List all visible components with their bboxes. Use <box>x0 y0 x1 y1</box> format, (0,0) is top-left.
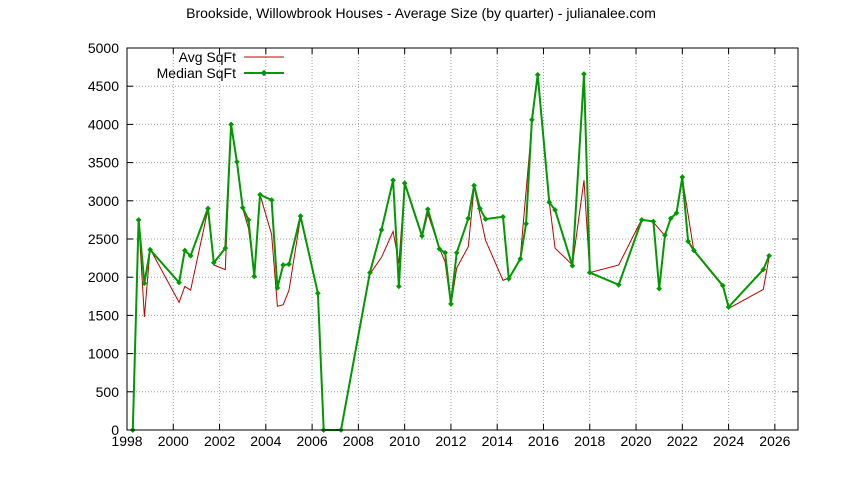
x-tick-label: 2000 <box>158 433 189 449</box>
data-point-median <box>268 197 275 203</box>
data-point-median <box>615 281 622 288</box>
x-tick-label: 2010 <box>389 433 420 449</box>
x-tick-label: 2012 <box>435 433 466 449</box>
y-tick-label: 2500 <box>88 231 119 247</box>
data-point-median <box>147 246 154 253</box>
data-point-median <box>534 71 541 78</box>
y-tick-label: 1500 <box>88 307 119 323</box>
data-point-median <box>679 174 686 181</box>
data-point-median <box>245 216 252 223</box>
data-point-median <box>442 249 449 256</box>
data-point-median <box>390 177 397 184</box>
data-point-median <box>222 245 229 252</box>
data-point-median <box>725 304 732 310</box>
data-point-median <box>760 266 767 273</box>
data-point-median <box>233 158 240 165</box>
axis-group: 1998 2000 2002 2004 2006 2008 2010 2012 2014 2016… <box>88 40 798 449</box>
data-point-median <box>581 71 587 77</box>
data-point-median <box>447 300 454 307</box>
data-point-median <box>239 204 246 211</box>
data-point-median <box>523 220 530 227</box>
data-point-median <box>546 199 553 206</box>
data-point-median <box>419 232 425 239</box>
series-group <box>129 71 773 433</box>
data-point-median <box>176 279 183 286</box>
data-point-median <box>424 206 431 213</box>
data-point-median <box>505 275 512 282</box>
data-point-median <box>638 216 645 223</box>
data-point-median <box>436 245 443 252</box>
data-point-median <box>673 210 680 216</box>
y-tick-label: 500 <box>96 384 120 400</box>
data-point-median <box>482 216 489 223</box>
data-point-median <box>210 259 217 266</box>
data-point-median <box>251 273 258 280</box>
x-tick-label: 2024 <box>713 433 744 449</box>
data-point-median <box>257 191 263 198</box>
y-tick-label: 4500 <box>88 78 119 94</box>
x-tick-label: 2004 <box>250 433 281 449</box>
y-tick-label: 2000 <box>88 269 119 285</box>
data-point-median <box>181 247 188 254</box>
data-point-median <box>552 207 559 213</box>
x-tick-label: 2026 <box>759 433 790 449</box>
y-tick-label: 4000 <box>88 116 119 132</box>
data-point-median <box>378 226 385 233</box>
data-point-median <box>650 218 657 225</box>
chart-title: Brookside, Willowbrook Houses - Average … <box>186 5 656 21</box>
x-tick-label: 2016 <box>528 433 559 449</box>
data-point-median <box>395 283 402 290</box>
y-tick-label: 3000 <box>88 193 119 209</box>
data-point-median <box>205 205 211 212</box>
data-point-median <box>314 290 321 297</box>
data-point-median <box>453 249 460 256</box>
y-tick-label: 1000 <box>88 346 119 362</box>
x-tick-label: 2008 <box>343 433 374 449</box>
x-tick-label: 1998 <box>111 433 142 449</box>
x-tick-label: 2018 <box>574 433 605 449</box>
data-point-median <box>187 252 194 259</box>
data-point-median <box>569 262 576 269</box>
legend-label-avg: Avg SqFt <box>179 49 236 65</box>
data-point-median <box>401 180 408 187</box>
y-tick-label: 3500 <box>88 155 119 171</box>
data-point-median <box>476 205 483 212</box>
data-point-median <box>280 262 287 268</box>
data-point-median <box>297 213 304 220</box>
data-point-median <box>465 215 472 222</box>
data-point-median <box>141 280 148 287</box>
data-point-median <box>656 285 663 292</box>
legend-marker-median <box>260 69 268 77</box>
data-point-median <box>766 252 773 259</box>
grid-lines <box>127 48 798 430</box>
data-point-median <box>274 284 281 291</box>
data-point-median <box>690 247 697 254</box>
x-tick-label: 2022 <box>667 433 698 449</box>
data-point-median <box>517 255 524 262</box>
data-point-median <box>586 269 593 276</box>
x-tick-label: 2002 <box>204 433 235 449</box>
data-point-median <box>500 213 506 220</box>
x-tick-label: 2014 <box>482 433 513 449</box>
data-point-median <box>662 232 668 239</box>
data-point-median <box>135 216 142 223</box>
legend-label-median: Median SqFt <box>157 65 236 81</box>
y-tick-label: 0 <box>111 422 119 438</box>
y-tick-label: 5000 <box>88 40 119 56</box>
data-point-median <box>719 282 726 289</box>
data-point-median <box>667 215 674 222</box>
data-point-median <box>286 261 292 268</box>
series-line-median-sqft <box>131 73 771 431</box>
data-point-median <box>528 116 535 123</box>
data-point-median <box>685 238 692 245</box>
data-point-median <box>228 121 235 128</box>
data-point-median <box>366 269 373 276</box>
x-tick-label: 2006 <box>297 433 328 449</box>
x-tick-label: 2020 <box>620 433 651 449</box>
data-point-median <box>471 182 478 189</box>
